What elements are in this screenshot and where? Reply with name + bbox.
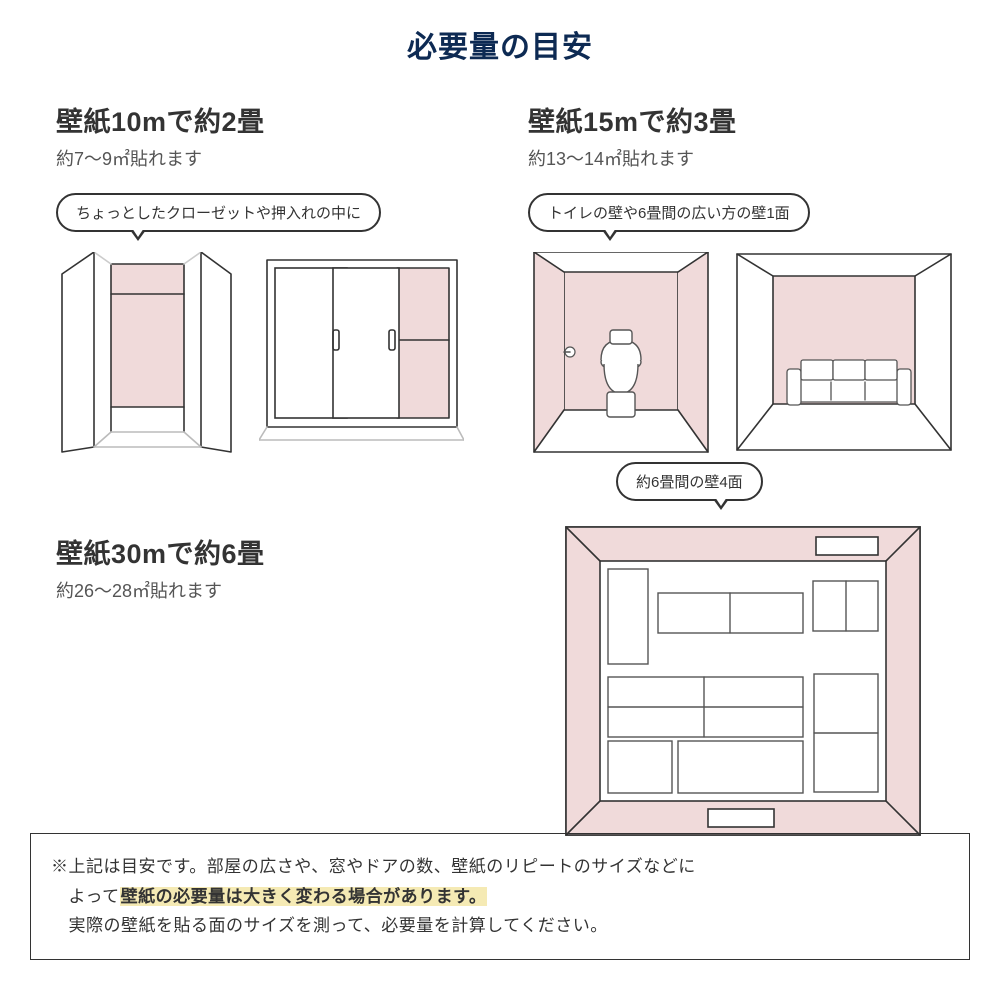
section-sub: 約26～28㎡貼れます <box>56 577 486 603</box>
oshiire-illustration <box>259 252 464 452</box>
section-sub: 約13～14㎡貼れます <box>528 145 958 171</box>
disclaimer-line-2: よって壁紙の必要量は大きく変わる場合があります。 <box>51 882 949 912</box>
disclaimer-line-3: 実際の壁紙を貼る面のサイズを測って、必要量を計算してください。 <box>51 911 949 941</box>
disclaimer-line-2-pre: よって <box>51 887 120 906</box>
callout-text: ちょっとしたクローゼットや押入れの中に <box>76 205 361 222</box>
section-heading: 壁紙30mで約6畳 <box>56 532 486 571</box>
section-10m-2jo: 壁紙10mで約2畳 約7～9㎡貼れます ちょっとしたクローゼットや押入れの中に <box>56 100 486 462</box>
section-heading: 壁紙10mで約2畳 <box>56 100 486 139</box>
callout-bubble: 約6畳間の壁4面 <box>616 462 763 501</box>
disclaimer-box: ※上記は目安です。部屋の広さや、窓やドアの数、壁紙のリピートのサイズなどに よっ… <box>30 833 970 960</box>
page-title: 必要量の目安 <box>0 0 1000 72</box>
callout-text: 約6畳間の壁4面 <box>636 474 743 491</box>
floorplan-illustration <box>558 519 928 844</box>
callout-tail-inner-icon <box>715 497 727 506</box>
living-room-illustration <box>731 252 956 467</box>
illustration-row <box>56 252 486 462</box>
callout-tail-inner-icon <box>604 228 616 237</box>
callout-bubble: ちょっとしたクローゼットや押入れの中に <box>56 193 381 232</box>
illustration-row <box>528 252 958 467</box>
section-6jo-4walls: 約6畳間の壁4面 <box>528 462 958 844</box>
disclaimer-highlight: 壁紙の必要量は大きく変わる場合があります。 <box>120 887 488 906</box>
section-15m-3jo: 壁紙15mで約3畳 約13～14㎡貼れます トイレの壁や6畳間の広い方の壁1面 <box>528 100 958 467</box>
section-sub: 約7～9㎡貼れます <box>56 145 486 171</box>
callout-tail-inner-icon <box>132 228 144 237</box>
illustration-row <box>528 519 958 844</box>
callout-text: トイレの壁や6畳間の広い方の壁1面 <box>548 205 790 222</box>
closet-illustration <box>56 252 241 462</box>
disclaimer-line-1: ※上記は目安です。部屋の広さや、窓やドアの数、壁紙のリピートのサイズなどに <box>51 852 949 882</box>
toilet-room-illustration <box>528 252 713 467</box>
section-30m-6jo: 壁紙30mで約6畳 約26～28㎡貼れます <box>56 532 486 603</box>
content-grid: 壁紙10mで約2畳 約7～9㎡貼れます ちょっとしたクローゼットや押入れの中に <box>0 72 1000 842</box>
section-heading: 壁紙15mで約3畳 <box>528 100 958 139</box>
callout-bubble: トイレの壁や6畳間の広い方の壁1面 <box>528 193 810 232</box>
